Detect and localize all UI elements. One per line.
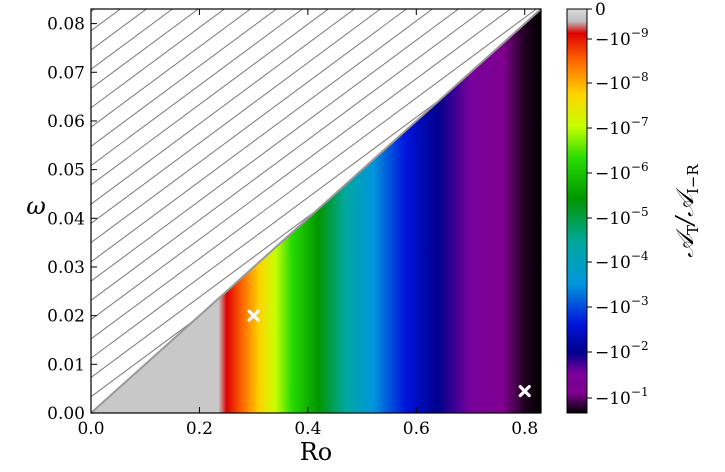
- colorbar-tick-label: −10−8: [595, 70, 649, 94]
- hatch-line: [91, 9, 433, 413]
- y-tick-label: 0.04: [47, 209, 85, 229]
- hatch-line: [91, 9, 303, 413]
- hatch-line: [91, 9, 381, 413]
- colorbar-tick-label: −10−4: [595, 249, 649, 273]
- y-tick-label: 0.07: [47, 63, 85, 83]
- hatch-line: [91, 9, 485, 413]
- hatch-line: [91, 9, 407, 413]
- plot-frame: [90, 8, 542, 414]
- y-tick-label: 0.03: [47, 258, 85, 278]
- hatch-line: [91, 9, 199, 413]
- boundary-line: [90, 8, 542, 414]
- colorbar-tick-label: −10−6: [595, 160, 649, 184]
- hatch-line: [91, 9, 355, 413]
- hatch-line: [0, 9, 16, 413]
- hatch-line: [91, 9, 329, 413]
- hatch-line: [91, 9, 251, 413]
- x-axis-label: Ro: [300, 438, 333, 466]
- marker-0: [247, 309, 260, 322]
- x-tick-label: 0.6: [403, 419, 430, 439]
- marker-1: [518, 384, 531, 398]
- hatch-line: [91, 9, 277, 413]
- colorbar-bar: [566, 8, 588, 414]
- y-tick-label: 0.05: [47, 161, 85, 181]
- x-tick-label: 0.2: [186, 419, 213, 439]
- y-tick-label: 0.00: [47, 404, 85, 424]
- colorbar-tick-label: −10−2: [595, 339, 649, 363]
- x-axis-ticks: 0.0 0.2 0.4 0.6 0.8: [77, 9, 538, 439]
- plot-area: 0.0 0.2 0.4 0.6 0.8 0.00 0.01 0.02 0.03 0.04 0.05…: [0, 8, 725, 466]
- y-axis-label: ω: [26, 192, 46, 220]
- colorbar: 0 −10−9 −10−8 −10−7 −10−6 −10−5 −10−4 −10−3 −10−…: [566, 0, 702, 414]
- marker-stroke: [247, 309, 260, 322]
- hatch-line: [91, 9, 511, 413]
- colorbar-tick-label: −10−9: [595, 26, 649, 50]
- marker-stroke: [518, 384, 531, 398]
- hatch-line: [91, 9, 225, 413]
- hatch-line: [719, 9, 725, 413]
- x-tick-label: 0.8: [511, 419, 538, 439]
- hatch-line: [91, 9, 459, 413]
- colorbar-label: 𝒜T/𝒜I−R: [671, 164, 702, 258]
- colorbar-tick-label: −10−3: [595, 294, 649, 318]
- y-tick-label: 0.08: [47, 15, 85, 35]
- y-tick-label: 0.01: [47, 355, 85, 375]
- colorbar-tick-label: −10−7: [595, 115, 649, 139]
- colorbar-tick-label: 0: [595, 0, 606, 20]
- colorbar-tick-label: −10−1: [595, 385, 649, 409]
- y-axis-ticks: 0.00 0.01 0.02 0.03 0.04 0.05 0.06 0.07 0.08: [47, 15, 541, 424]
- hatch-line: [91, 9, 537, 413]
- y-tick-label: 0.02: [47, 307, 85, 327]
- colorbar-tick-label: −10−5: [595, 205, 649, 229]
- x-tick-label: 0.0: [77, 419, 104, 439]
- x-tick-label: 0.4: [294, 419, 321, 439]
- y-tick-label: 0.06: [47, 112, 85, 132]
- markers: [247, 309, 531, 398]
- colorbar-ticks: 0 −10−9 −10−8 −10−7 −10−6 −10−5 −10−4 −10−3 −10−…: [587, 0, 649, 409]
